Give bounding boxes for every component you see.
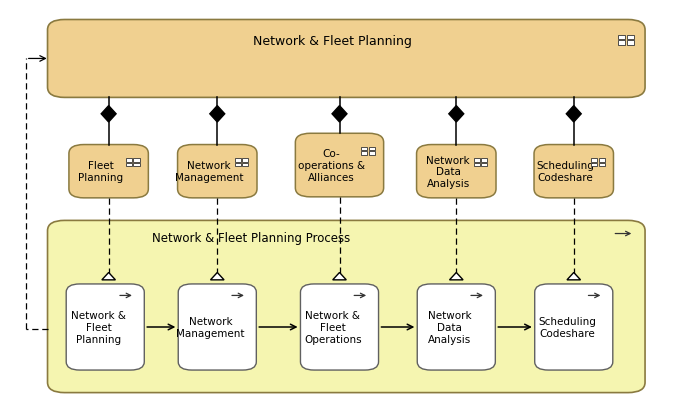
Bar: [369, 152, 375, 156]
Text: Network &
Fleet
Operations: Network & Fleet Operations: [304, 311, 361, 344]
Bar: [599, 159, 604, 162]
FancyBboxPatch shape: [295, 134, 384, 198]
Bar: [242, 163, 249, 167]
Bar: [235, 163, 241, 167]
Bar: [474, 159, 479, 162]
Polygon shape: [101, 106, 116, 123]
Bar: [627, 41, 634, 45]
Bar: [481, 159, 488, 162]
Text: Co-
operations &
Alliances: Co- operations & Alliances: [298, 149, 365, 182]
Bar: [126, 163, 132, 167]
FancyBboxPatch shape: [535, 284, 612, 370]
Bar: [126, 159, 132, 162]
Bar: [235, 159, 241, 162]
Polygon shape: [332, 106, 347, 123]
FancyBboxPatch shape: [300, 284, 379, 370]
FancyBboxPatch shape: [178, 284, 257, 370]
Polygon shape: [449, 106, 464, 123]
FancyBboxPatch shape: [534, 145, 614, 198]
Bar: [474, 163, 479, 167]
Text: Network
Data
Analysis: Network Data Analysis: [428, 311, 471, 344]
FancyBboxPatch shape: [417, 145, 496, 198]
Bar: [591, 163, 597, 167]
Text: Network
Data
Analysis: Network Data Analysis: [426, 155, 470, 188]
Bar: [481, 163, 488, 167]
FancyBboxPatch shape: [69, 145, 148, 198]
Polygon shape: [102, 273, 115, 280]
Bar: [242, 159, 249, 162]
Bar: [591, 159, 597, 162]
FancyBboxPatch shape: [417, 284, 496, 370]
Bar: [134, 163, 140, 167]
Bar: [361, 152, 367, 156]
Polygon shape: [333, 273, 346, 280]
Polygon shape: [210, 106, 225, 123]
Bar: [627, 36, 634, 40]
Text: Network &
Fleet
Planning: Network & Fleet Planning: [71, 311, 126, 344]
FancyBboxPatch shape: [48, 20, 645, 98]
Polygon shape: [566, 106, 581, 123]
Bar: [361, 148, 367, 151]
Bar: [618, 36, 625, 40]
FancyBboxPatch shape: [178, 145, 257, 198]
Bar: [599, 163, 604, 167]
Text: Network
Management: Network Management: [175, 161, 243, 182]
Text: Network
Management: Network Management: [177, 317, 244, 338]
Bar: [134, 159, 140, 162]
Polygon shape: [567, 273, 581, 280]
Text: Network & Fleet Planning Process: Network & Fleet Planning Process: [152, 231, 350, 244]
Text: Scheduling
Codeshare: Scheduling Codeshare: [536, 161, 595, 182]
Text: Scheduling
Codeshare: Scheduling Codeshare: [538, 317, 596, 338]
FancyBboxPatch shape: [48, 221, 645, 393]
Bar: [618, 41, 625, 45]
Bar: [369, 148, 375, 151]
FancyBboxPatch shape: [67, 284, 145, 370]
Polygon shape: [210, 273, 224, 280]
Polygon shape: [449, 273, 463, 280]
Text: Fleet
Planning: Fleet Planning: [78, 161, 123, 182]
Text: Network & Fleet Planning: Network & Fleet Planning: [253, 35, 412, 48]
